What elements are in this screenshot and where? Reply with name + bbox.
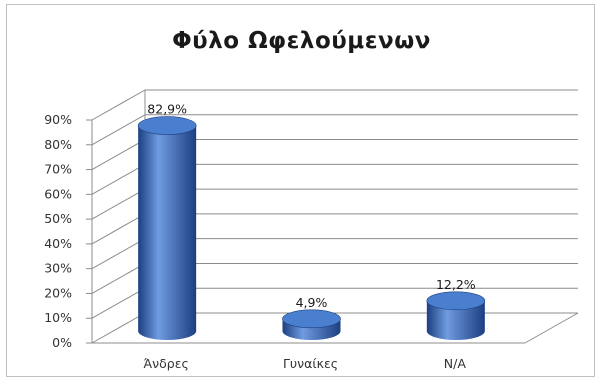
bars xyxy=(137,116,486,340)
data-label: 12,2% xyxy=(436,277,476,292)
side-gridline xyxy=(91,213,146,245)
side-gridline xyxy=(91,139,146,170)
x-tick-label: Γυναίκες xyxy=(283,356,338,371)
bar xyxy=(137,116,197,340)
y-tick-label: 50% xyxy=(44,211,72,226)
side-gridline xyxy=(91,114,146,146)
side-gridline xyxy=(91,312,146,344)
bar-body xyxy=(426,300,485,340)
bar xyxy=(282,309,341,340)
bar-body xyxy=(138,125,197,340)
side-gridline xyxy=(91,89,146,121)
data-label: 4,9% xyxy=(296,295,328,310)
x-tick-label: N/A xyxy=(444,356,467,371)
y-tick-label: 40% xyxy=(44,236,72,251)
bar xyxy=(426,291,486,340)
y-tick-label: 90% xyxy=(44,112,72,127)
bar-top xyxy=(426,291,486,311)
y-tick-label: 10% xyxy=(44,310,72,325)
y-tick-label: 0% xyxy=(52,335,72,350)
data-label: 82,9% xyxy=(147,102,187,117)
chart-title: Φύλο Ωφελούμενων xyxy=(172,28,431,54)
side-gridline xyxy=(91,188,146,220)
bar-top xyxy=(282,309,341,329)
y-tick-label: 20% xyxy=(44,285,72,300)
y-tick-label: 70% xyxy=(44,162,72,177)
gridlines xyxy=(91,89,578,344)
floor-right-edge xyxy=(524,312,579,344)
labels: 0% 10% 20% 30% 40% 50% 60% 70% 80% 90% 82,9% Άνδρες… xyxy=(44,102,476,371)
y-tick-label: 80% xyxy=(44,137,72,152)
side-gridline xyxy=(91,163,146,195)
y-tick-label: 30% xyxy=(44,261,72,276)
bar-top xyxy=(137,116,197,135)
side-gridline xyxy=(91,263,146,294)
x-tick-label: Άνδρες xyxy=(144,356,189,371)
y-tick-label: 60% xyxy=(44,186,72,201)
side-gridline xyxy=(91,238,146,270)
side-gridline xyxy=(91,287,146,319)
